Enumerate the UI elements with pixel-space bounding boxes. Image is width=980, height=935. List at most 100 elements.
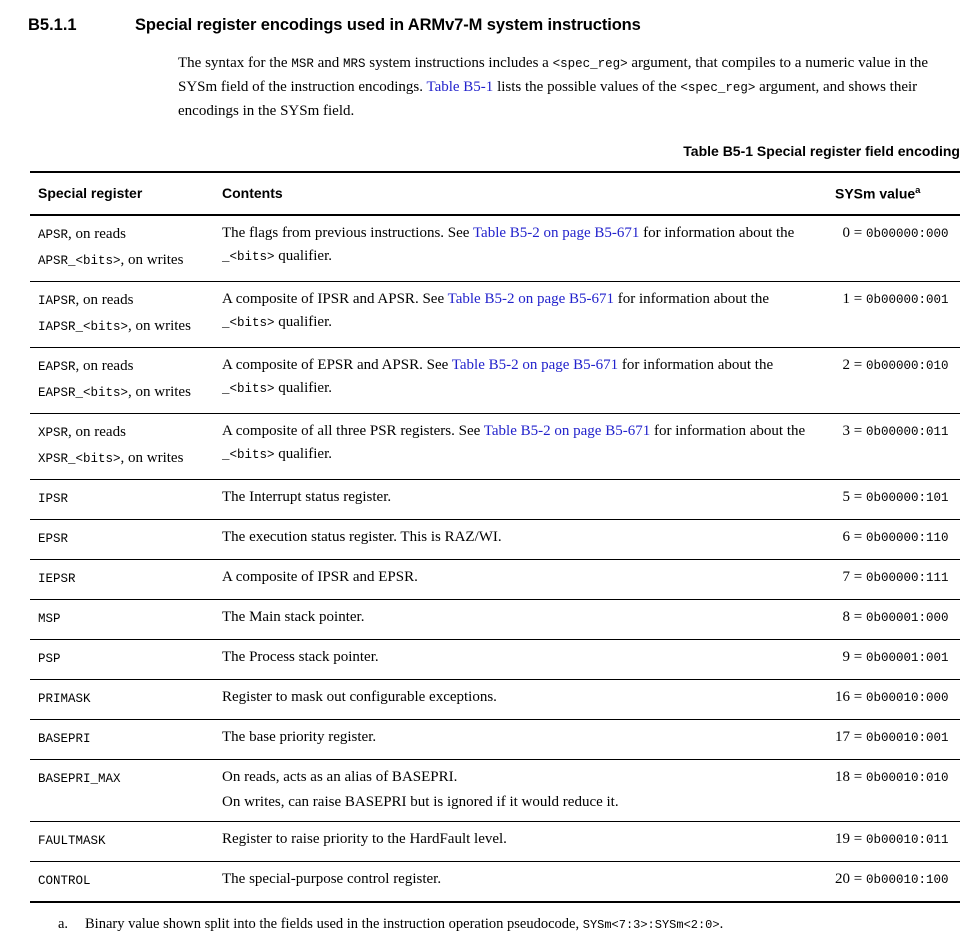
register-name-line: CONTROL [38,868,222,894]
code-text: 0b00000:101 [865,490,949,505]
table-row: MSP The Main stack pointer. 8 = 0b00001:… [30,600,960,640]
code-text: IPSR [38,491,69,506]
register-cell: IAPSR, on reads IAPSR_<bits>, on writes [30,288,222,340]
cross-reference-link[interactable]: Table B5-2 on page B5-671 [483,422,651,439]
code-text: SYSm<7:3>:SYSm<2:0> [582,917,720,932]
register-name-line: IAPSR, on reads [38,288,222,314]
table-row: PRIMASK Register to mask out configurabl… [30,680,960,720]
text-run: , on writes [128,317,191,334]
table-row: XPSR, on reads XPSR_<bits>, on writes A c… [30,414,960,480]
text-run: for information about the [650,422,806,439]
sysm-value-cell: 20 = 0b00010:100 [835,868,960,894]
table-row: PSP The Process stack pointer. 9 = 0b000… [30,640,960,680]
contents-paragraph: The Main stack pointer. [222,606,809,629]
table-row: IEPSR A composite of IPSR and EPSR. 7 = … [30,560,960,600]
text-run: qualifier. [274,313,332,330]
sysm-value-cell: 16 = 0b00010:000 [835,686,960,712]
sysm-decimal: 5 [842,488,851,505]
register-cell: MSP [30,606,222,632]
contents-cell: The Process stack pointer. [222,646,835,672]
code-text: _<bits> [222,315,275,330]
sysm-decimal: 0 [842,224,851,241]
register-cell: BASEPRI_MAX [30,766,222,814]
column-header-contents: Contents [222,185,283,201]
text-run: for information about the [639,224,795,241]
sysm-value-cell: 1 = 0b00000:001 [835,288,960,340]
contents-cell: A composite of all three PSR registers. … [222,420,835,472]
register-name-line: BASEPRI [38,726,222,752]
text-run: . [719,915,724,932]
column-header-special-register: Special register [38,185,143,201]
code-text: _<bits> [222,447,275,462]
contents-cell: The Main stack pointer. [222,606,835,632]
register-name-line: EAPSR, on reads [38,354,222,380]
text-run: Binary value shown split into the fields… [85,915,583,932]
text-run: The Main stack pointer. [222,608,365,625]
sysm-decimal: 9 [842,648,851,665]
register-cell: EAPSR, on reads EAPSR_<bits>, on writes [30,354,222,406]
text-run: = [850,768,866,785]
register-cell: IEPSR [30,566,222,592]
cross-reference-link[interactable]: Table B5-2 on page B5-671 [451,356,619,373]
text-run: for information about the [614,290,769,307]
sysm-decimal: 20 [835,870,850,887]
code-text: IAPSR [38,293,76,308]
footnote-text: Binary value shown split into the fields… [85,914,723,935]
register-name-line: EAPSR_<bits>, on writes [38,380,222,406]
text-run: The special-purpose control register. [222,870,442,887]
sysm-decimal: 18 [835,768,850,785]
text-run: for information about the [618,356,774,373]
contents-cell: The special-purpose control register. [222,868,835,894]
sysm-decimal: 1 [842,290,851,307]
sysm-value-cell: 9 = 0b00001:001 [835,646,960,672]
text-run: qualifier. [274,247,332,264]
table-row: CONTROL The special-purpose control regi… [30,862,960,901]
sysm-value-cell: 19 = 0b00010:011 [835,828,960,854]
contents-cell: The flags from previous instructions. Se… [222,222,835,274]
register-name-line: FAULTMASK [38,828,222,854]
text-run: = [850,648,866,665]
cross-reference-link[interactable]: Table B5-2 on page B5-671 [472,224,640,241]
contents-cell: Register to mask out configurable except… [222,686,835,712]
code-text: EAPSR_<bits> [38,385,129,400]
column-header-sysm-value: SYSm valuea [835,185,960,202]
code-text: 0b00000:001 [865,292,949,307]
text-run: On reads, acts as an alias of BASEPRI. [222,768,458,785]
text-run: system instructions includes a [365,55,553,71]
register-name-line: IEPSR [38,566,222,592]
register-cell: APSR, on reads APSR_<bits>, on writes [30,222,222,274]
text-run: On writes, can raise BASEPRI but is igno… [222,793,619,810]
table-row: BASEPRI_MAX On reads, acts as an alias o… [30,760,960,822]
register-name-line: IPSR [38,486,222,512]
cross-reference-link[interactable]: Table B5-2 on page B5-671 [447,290,615,307]
register-cell: PRIMASK [30,686,222,712]
contents-paragraph: The Interrupt status register. [222,486,809,509]
code-text: <spec_reg> [680,81,756,95]
register-name-line: IAPSR_<bits>, on writes [38,314,222,340]
special-register-table: Special register Contents SYSm valuea AP… [30,171,960,903]
text-run: = [850,870,866,887]
sysm-value-cell: 5 = 0b00000:101 [835,486,960,512]
text-run: , on reads [75,291,134,308]
text-run: A composite of EPSR and APSR. See [222,356,452,373]
cross-reference-link[interactable]: Table B5-1 [426,79,494,95]
code-text: 0b00010:001 [865,730,949,745]
register-cell: PSP [30,646,222,672]
register-cell: BASEPRI [30,726,222,752]
sysm-decimal: 17 [835,728,850,745]
text-run: = [850,488,866,505]
text-run: A composite of IPSR and EPSR. [222,568,418,585]
code-text: 0b00000:011 [865,424,949,439]
contents-cell: The execution status register. This is R… [222,526,835,552]
register-name-line: APSR, on reads [38,222,222,248]
text-run: The Process stack pointer. [222,648,379,665]
code-text: 0b00010:011 [865,832,949,847]
table-row: FAULTMASK Register to raise priority to … [30,822,960,862]
code-text: <spec_reg> [552,57,628,71]
text-run: , on writes [128,383,191,400]
sysm-value-cell: 18 = 0b00010:010 [835,766,960,814]
sysm-value-cell: 8 = 0b00001:000 [835,606,960,632]
text-run: argument, that compiles to a numeric val… [178,55,929,95]
contents-cell: The Interrupt status register. [222,486,835,512]
text-run: = [850,224,866,241]
